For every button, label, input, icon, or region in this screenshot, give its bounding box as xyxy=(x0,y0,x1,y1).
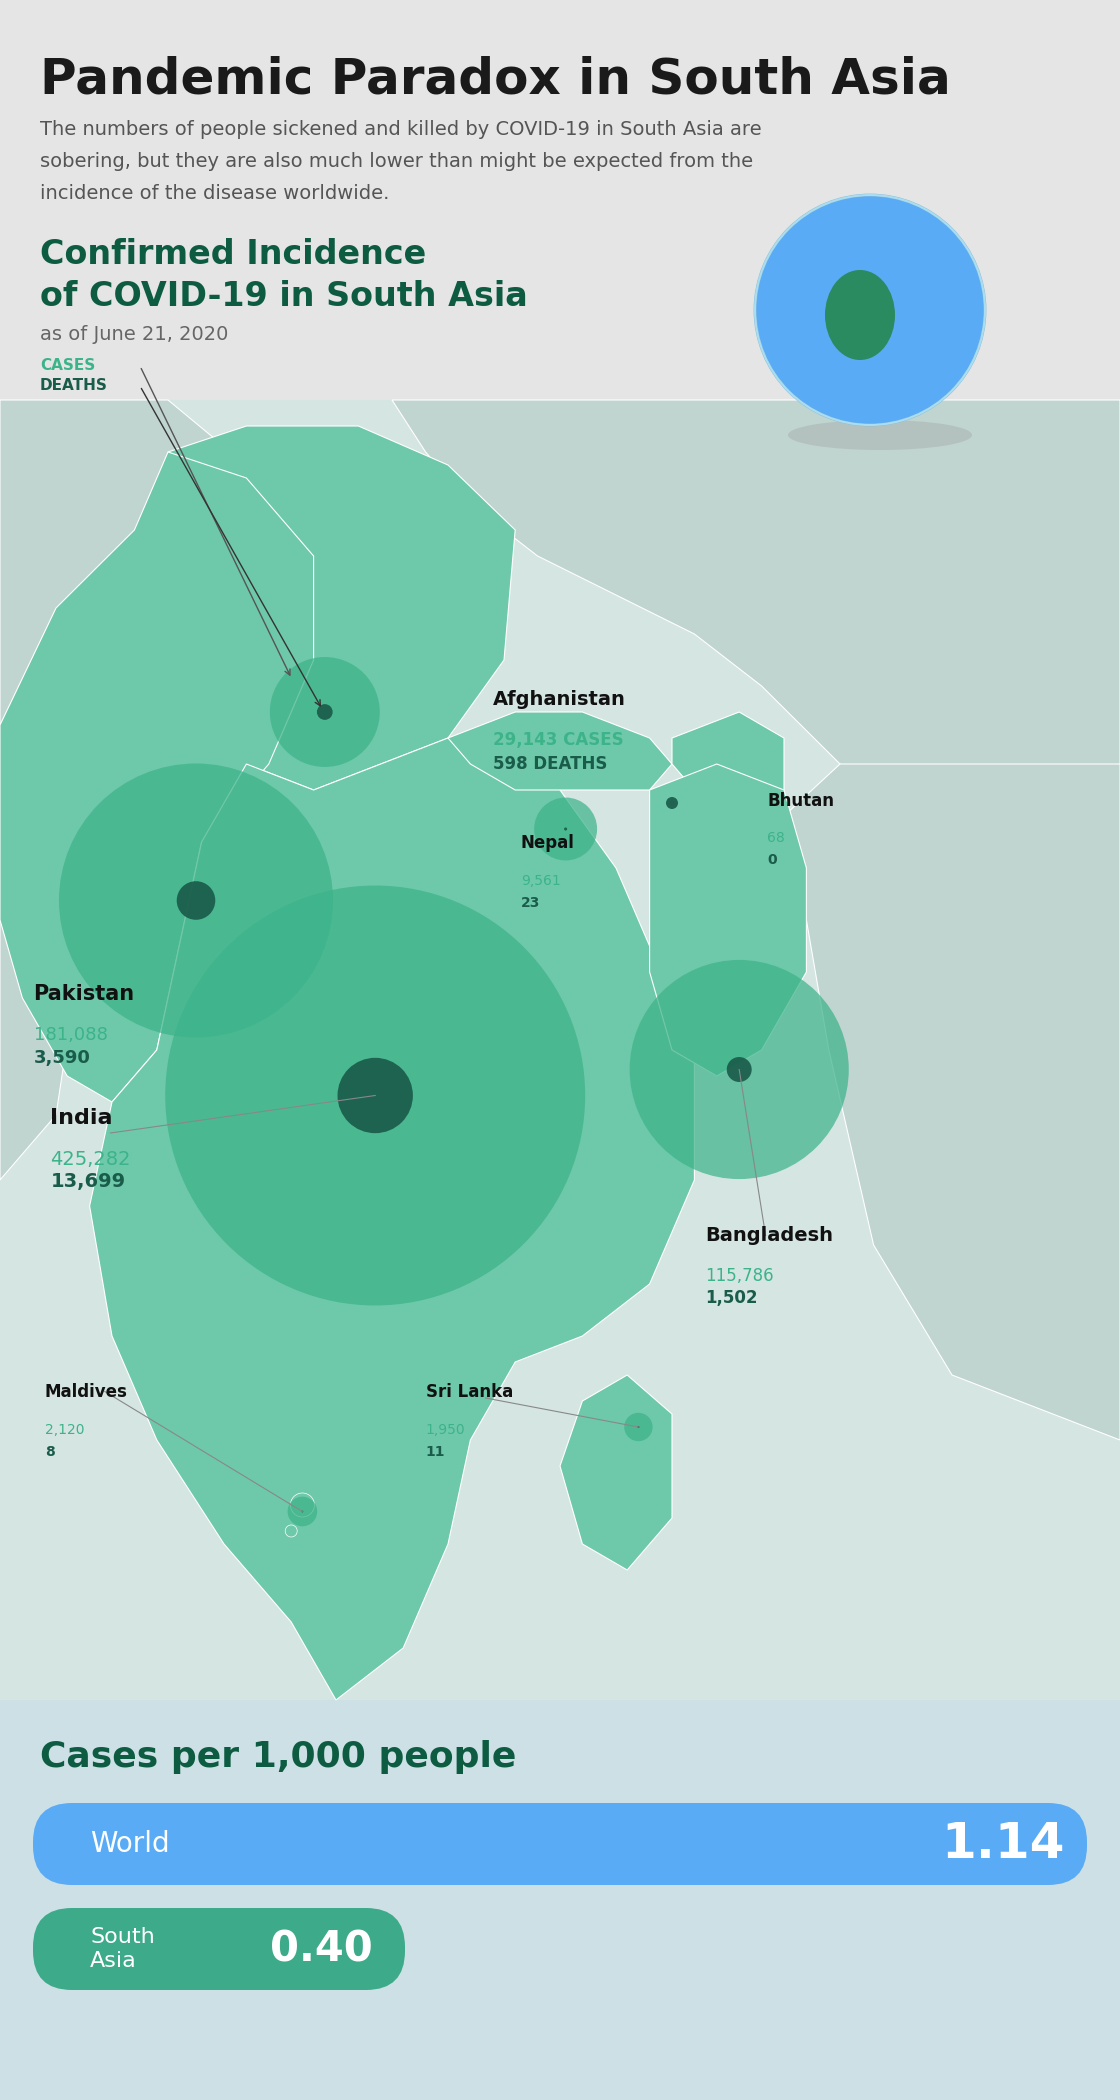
Text: Bangladesh: Bangladesh xyxy=(706,1226,833,1245)
Text: 181,088: 181,088 xyxy=(34,1027,108,1044)
Polygon shape xyxy=(448,712,672,790)
Text: 598 DEATHS: 598 DEATHS xyxy=(493,756,607,773)
FancyBboxPatch shape xyxy=(32,1909,405,1991)
Text: 29,143 CASES: 29,143 CASES xyxy=(493,731,624,750)
Text: incidence of the disease worldwide.: incidence of the disease worldwide. xyxy=(40,185,390,204)
Text: sobering, but they are also much lower than might be expected from the: sobering, but they are also much lower t… xyxy=(40,151,753,170)
Text: Bhutan: Bhutan xyxy=(767,792,834,809)
Text: CASES: CASES xyxy=(40,357,95,374)
FancyBboxPatch shape xyxy=(0,399,1120,1701)
Text: 11: 11 xyxy=(426,1445,445,1460)
Polygon shape xyxy=(0,452,314,1102)
Circle shape xyxy=(637,1426,640,1428)
Text: India: India xyxy=(50,1109,113,1128)
Text: Confirmed Incidence: Confirmed Incidence xyxy=(40,237,427,271)
Polygon shape xyxy=(0,895,90,1180)
Text: 3,590: 3,590 xyxy=(34,1048,91,1067)
Circle shape xyxy=(534,798,597,861)
Text: 13,699: 13,699 xyxy=(50,1172,125,1191)
Text: Pandemic Paradox in South Asia: Pandemic Paradox in South Asia xyxy=(40,55,951,103)
Circle shape xyxy=(270,657,380,766)
Text: 1.14: 1.14 xyxy=(942,1821,1065,1869)
Text: 0.40: 0.40 xyxy=(270,1928,373,1970)
Circle shape xyxy=(59,764,333,1037)
Text: South
Asia: South Asia xyxy=(90,1928,155,1970)
Text: 1,502: 1,502 xyxy=(706,1289,758,1306)
Polygon shape xyxy=(90,737,694,1701)
Ellipse shape xyxy=(825,271,895,359)
Text: 1,950: 1,950 xyxy=(426,1424,465,1436)
Polygon shape xyxy=(0,399,246,920)
Polygon shape xyxy=(784,764,1120,1441)
Text: Maldives: Maldives xyxy=(45,1384,128,1401)
Text: 0: 0 xyxy=(767,853,777,867)
Text: Pakistan: Pakistan xyxy=(34,985,134,1004)
Text: as of June 21, 2020: as of June 21, 2020 xyxy=(40,326,228,344)
Circle shape xyxy=(624,1413,653,1441)
Circle shape xyxy=(290,1493,315,1516)
Polygon shape xyxy=(157,426,515,790)
Circle shape xyxy=(177,882,215,920)
Text: 425,282: 425,282 xyxy=(50,1151,131,1170)
Circle shape xyxy=(166,886,586,1306)
FancyBboxPatch shape xyxy=(32,1804,1088,1886)
FancyBboxPatch shape xyxy=(0,0,1120,399)
Text: 9,561: 9,561 xyxy=(521,874,560,888)
Circle shape xyxy=(337,1058,413,1134)
Text: of COVID-19 in South Asia: of COVID-19 in South Asia xyxy=(40,279,528,313)
Text: Afghanistan: Afghanistan xyxy=(493,691,626,710)
Circle shape xyxy=(317,704,333,720)
Polygon shape xyxy=(392,399,1120,855)
Polygon shape xyxy=(650,764,806,1075)
Text: DEATHS: DEATHS xyxy=(40,378,108,393)
Polygon shape xyxy=(672,712,784,817)
Text: The numbers of people sickened and killed by COVID-19 in South Asia are: The numbers of people sickened and kille… xyxy=(40,120,762,139)
Circle shape xyxy=(755,195,984,424)
Circle shape xyxy=(629,960,849,1178)
Text: 8: 8 xyxy=(45,1445,55,1460)
Text: 2,120: 2,120 xyxy=(45,1424,84,1436)
Ellipse shape xyxy=(788,420,972,449)
Circle shape xyxy=(670,800,674,806)
Circle shape xyxy=(666,798,678,808)
Polygon shape xyxy=(560,1376,672,1571)
Circle shape xyxy=(564,827,567,830)
Text: World: World xyxy=(90,1829,169,1858)
Circle shape xyxy=(288,1497,317,1527)
Circle shape xyxy=(286,1525,297,1537)
Text: 68: 68 xyxy=(767,832,785,846)
Text: Nepal: Nepal xyxy=(521,834,575,853)
Text: 115,786: 115,786 xyxy=(706,1266,774,1285)
Text: 23: 23 xyxy=(521,897,540,911)
FancyBboxPatch shape xyxy=(0,1701,1120,2100)
Circle shape xyxy=(727,1056,752,1082)
Text: Cases per 1,000 people: Cases per 1,000 people xyxy=(40,1741,516,1774)
Text: Sri Lanka: Sri Lanka xyxy=(426,1384,513,1401)
